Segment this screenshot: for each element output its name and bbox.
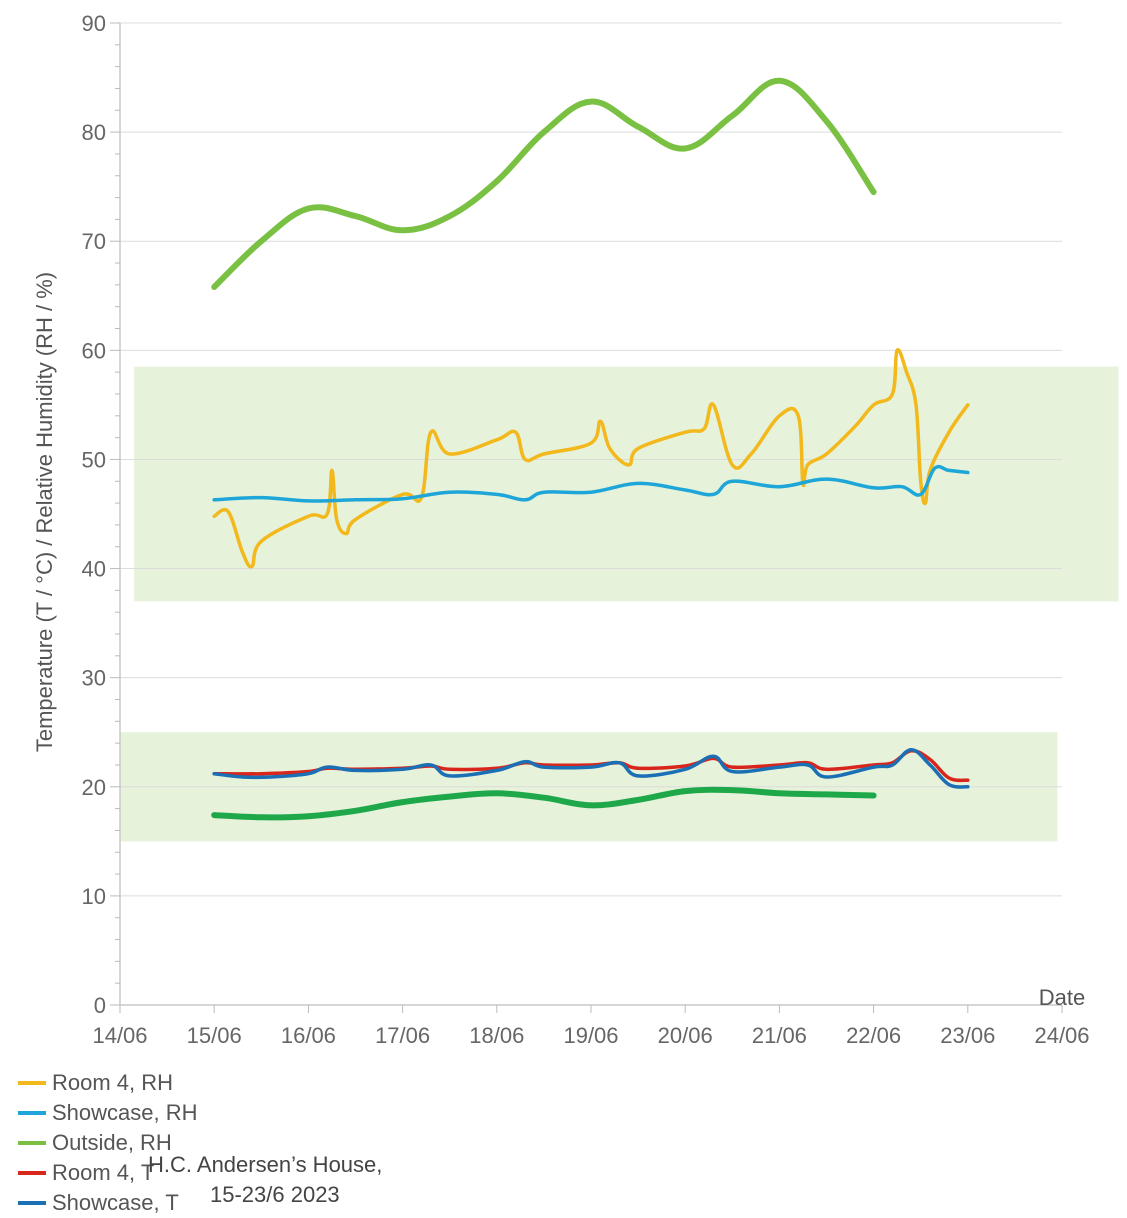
y-tick-labels: 0 10 20 30 40 50 60 70 80 90 [82, 11, 106, 1018]
target-range-bands [120, 366, 1119, 842]
y-tick-label: 70 [82, 229, 106, 254]
y-tick-label: 80 [82, 120, 106, 145]
x-tick-label: 21/06 [752, 1023, 807, 1048]
chart: 0 10 20 30 40 50 60 70 80 90 14/06 15/06 16/06 17/06… [32, 11, 1119, 1048]
x-tick-label: 14/06 [92, 1023, 147, 1048]
x-tick-labels: 14/06 15/06 16/06 17/06 18/06 19/06 20/06 21/06… [92, 1023, 1089, 1048]
legend-swatch [18, 1111, 46, 1115]
y-tick-label: 0 [94, 993, 106, 1018]
legend-item[interactable]: Room 4, RH [18, 1068, 173, 1098]
legend-swatch [18, 1201, 46, 1205]
series-line-1 [212, 464, 970, 503]
legend-swatch [18, 1081, 46, 1085]
legend-label: Showcase, RH [52, 1100, 198, 1125]
x-tick-label: 17/06 [375, 1023, 430, 1048]
series-line-5 [211, 786, 877, 821]
series-line-0 [212, 347, 970, 569]
x-tick-label: 20/06 [658, 1023, 713, 1048]
series-line-2 [211, 77, 877, 290]
legend-label: Room 4, RH [52, 1070, 174, 1095]
series-lines [211, 77, 970, 821]
y-tick-label: 60 [82, 338, 106, 363]
legend-label: Outside, RH [52, 1130, 172, 1155]
y-tick-label: 50 [82, 447, 106, 472]
x-axis-title: Date [1039, 985, 1085, 1010]
legend-swatch [18, 1141, 46, 1145]
legend-item[interactable]: Room 4, T [18, 1158, 154, 1188]
x-tick-label: 15/06 [187, 1023, 242, 1048]
y-axis-title: Temperature (T / °C) / Relative Humidity… [32, 272, 57, 752]
grid-lines [120, 22, 1062, 897]
series-line-4 [212, 747, 970, 789]
legend-label: Room 4, T [52, 1160, 155, 1185]
chart-title: H.C. Andersen’s House, [148, 1152, 383, 1177]
legend-item[interactable]: Outside, RH [18, 1128, 172, 1158]
legend-item[interactable]: Showcase, RH [18, 1098, 198, 1128]
x-tick-label: 23/06 [940, 1023, 995, 1048]
axes [110, 22, 1063, 1013]
x-tick-label: 24/06 [1034, 1023, 1089, 1048]
y-tick-label: 10 [82, 884, 106, 909]
x-tick-label: 19/06 [563, 1023, 618, 1048]
y-tick-label: 20 [82, 775, 106, 800]
chart-subtitle: 15-23/6 2023 [210, 1182, 340, 1207]
y-tick-label: 30 [82, 666, 106, 691]
x-tick-label: 22/06 [846, 1023, 901, 1048]
y-tick-label: 40 [82, 557, 106, 582]
chart-caption: H.C. Andersen’s House, 15-23/6 2023 [148, 1150, 382, 1210]
legend-swatch [18, 1171, 46, 1175]
x-tick-label: 18/06 [469, 1023, 524, 1048]
y-tick-label: 90 [82, 11, 106, 36]
x-tick-label: 16/06 [281, 1023, 336, 1048]
